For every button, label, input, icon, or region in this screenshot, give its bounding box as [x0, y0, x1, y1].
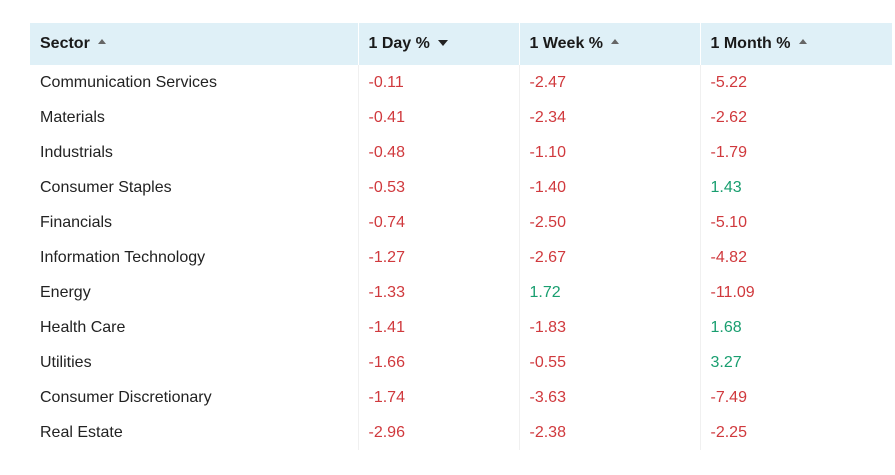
cell-1-day: -0.74	[358, 205, 520, 240]
cell-1-week: -2.47	[519, 65, 701, 100]
cell-1-month: 3.27	[710, 353, 742, 371]
cell-1-month: -1.79	[710, 143, 747, 161]
table-row: Health Care -1.41 -1.83 1.68	[30, 310, 892, 345]
column-header-sector[interactable]: Sector	[30, 23, 359, 65]
table-row: Energy -1.33 1.72 -11.09	[30, 275, 892, 310]
cell-1-week: -1.40	[519, 170, 701, 205]
column-header-1-day[interactable]: 1 Day %	[358, 23, 520, 65]
cell-1-week: -3.63	[519, 380, 701, 415]
cell-1-month: -2.25	[710, 423, 747, 441]
cell-1-day: -1.74	[358, 380, 520, 415]
cell-1-week: -1.10	[519, 135, 701, 170]
table-row: Industrials -0.48 -1.10 -1.79	[30, 135, 892, 170]
cell-1-day: -1.33	[358, 275, 520, 310]
column-header-label: 1 Month %	[710, 35, 791, 52]
table-row: Utilities -1.66 -0.55 3.27	[30, 345, 892, 380]
cell-sector: Energy	[30, 275, 359, 310]
cell-sector: Information Technology	[30, 240, 359, 275]
cell-1-day: -2.96	[358, 415, 520, 450]
cell-1-day: -1.41	[358, 310, 520, 345]
cell-sector: Health Care	[30, 310, 359, 345]
table-row: Information Technology -1.27 -2.67 -4.82	[30, 240, 892, 275]
column-header-1-month[interactable]: 1 Month %	[700, 23, 892, 65]
cell-1-day: -1.27	[358, 240, 520, 275]
table-row: Consumer Staples -0.53 -1.40 1.43	[30, 170, 892, 205]
cell-sector: Communication Services	[30, 65, 359, 100]
cell-1-week: -1.83	[519, 310, 701, 345]
cell-1-month: -2.62	[710, 108, 747, 126]
column-header-label: 1 Week %	[529, 35, 604, 52]
cell-1-month: -4.82	[710, 248, 747, 266]
table-row: Communication Services -0.11 -2.47 -5.22	[30, 65, 892, 100]
sort-ascending-icon	[97, 39, 106, 45]
cell-1-day: -0.11	[358, 65, 520, 100]
cell-1-day: -0.41	[358, 100, 520, 135]
column-header-1-week[interactable]: 1 Week %	[519, 23, 701, 65]
table-row: Consumer Discretionary -1.74 -3.63 -7.49	[30, 380, 892, 415]
table-row: Financials -0.74 -2.50 -5.10	[30, 205, 892, 240]
cell-sector: Industrials	[30, 135, 359, 170]
cell-1-day: -0.53	[358, 170, 520, 205]
cell-1-day: -1.66	[358, 345, 520, 380]
cell-1-week: -2.67	[519, 240, 701, 275]
sort-descending-icon	[437, 39, 448, 46]
table-body: Communication Services -0.11 -2.47 -5.22 Mat…	[30, 65, 892, 450]
cell-sector: Financials	[30, 205, 359, 240]
cell-1-month: -11.09	[710, 283, 755, 301]
column-header-label: 1 Day %	[368, 35, 430, 52]
table-header: Sector 1 Day % 1 Week % 1 Month %	[30, 23, 892, 65]
cell-1-day: -0.48	[358, 135, 520, 170]
table-row: Materials -0.41 -2.34 -2.62	[30, 100, 892, 135]
cell-sector: Utilities	[30, 345, 359, 380]
sector-performance-table-container: Sector 1 Day % 1 Week % 1 Month % Commun…	[30, 23, 892, 450]
sort-ascending-icon	[798, 39, 807, 45]
cell-1-month: -5.10	[710, 213, 747, 231]
column-header-label: Sector	[40, 35, 90, 52]
cell-sector: Consumer Staples	[30, 170, 359, 205]
cell-1-month: 1.68	[710, 318, 742, 336]
table-row: Real Estate -2.96 -2.38 -2.25	[30, 415, 892, 450]
cell-1-week: 1.72	[519, 275, 701, 310]
cell-sector: Real Estate	[30, 415, 359, 450]
cell-1-week: -0.55	[519, 345, 701, 380]
sector-performance-table: Sector 1 Day % 1 Week % 1 Month % Commun…	[30, 23, 892, 450]
cell-1-week: -2.50	[519, 205, 701, 240]
sort-ascending-icon	[611, 39, 620, 45]
cell-1-month: -7.49	[710, 388, 747, 406]
table-header-row: Sector 1 Day % 1 Week % 1 Month %	[30, 23, 892, 65]
cell-1-month: -5.22	[710, 73, 747, 91]
cell-1-week: -2.34	[519, 100, 701, 135]
cell-1-week: -2.38	[519, 415, 701, 450]
cell-1-month: 1.43	[710, 178, 742, 196]
cell-sector: Materials	[30, 100, 359, 135]
cell-sector: Consumer Discretionary	[30, 380, 359, 415]
